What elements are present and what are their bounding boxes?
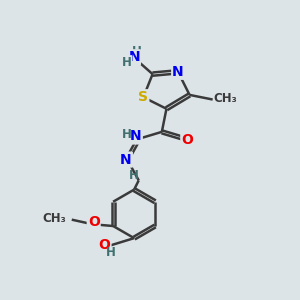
Text: O: O (181, 133, 193, 147)
Text: H: H (131, 45, 141, 58)
Text: H: H (106, 246, 116, 259)
Text: N: N (120, 153, 132, 166)
Text: N: N (128, 50, 140, 64)
Text: CH₃: CH₃ (214, 92, 238, 105)
Text: CH₃: CH₃ (42, 212, 66, 225)
Text: N: N (130, 130, 142, 143)
Text: H: H (122, 56, 131, 69)
Text: O: O (99, 238, 110, 252)
Text: H: H (129, 169, 139, 182)
Text: S: S (138, 90, 148, 104)
Text: N: N (172, 65, 184, 79)
Text: H: H (122, 128, 132, 141)
Text: O: O (88, 215, 100, 229)
